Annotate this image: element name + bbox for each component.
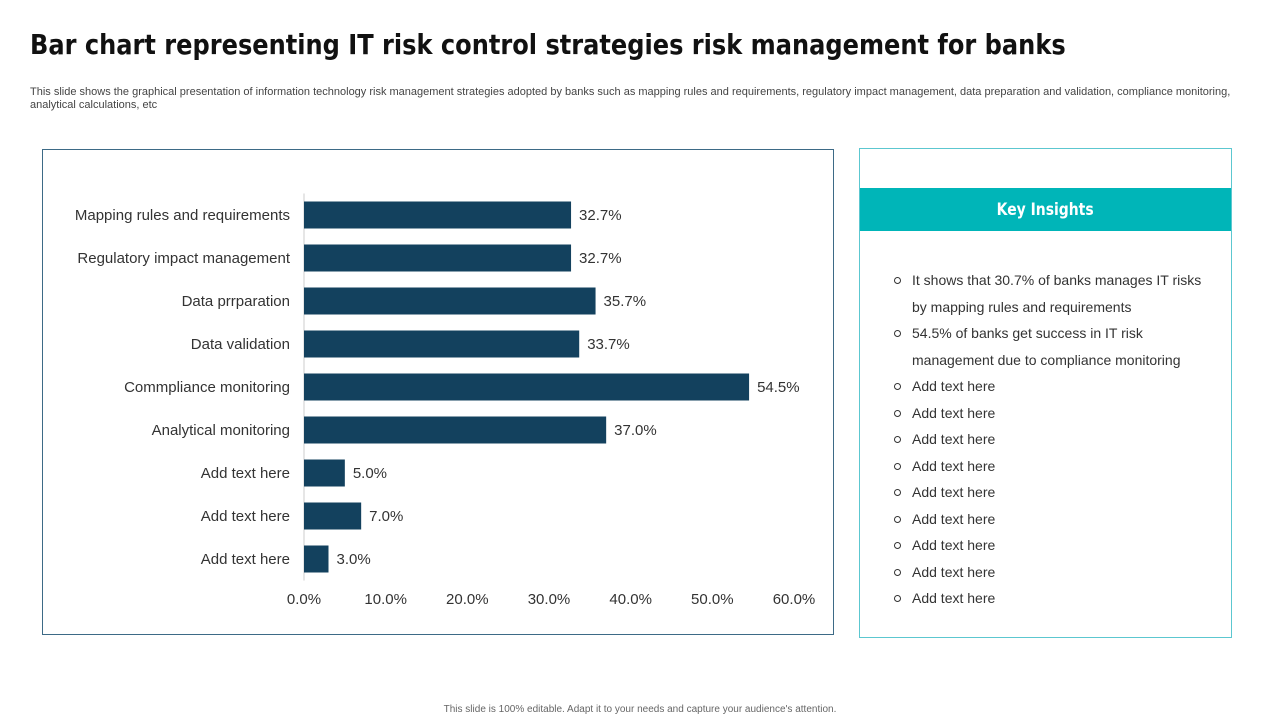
category-label: Add text here (201, 465, 290, 482)
data-label: 54.5% (757, 379, 800, 396)
insight-text: Add text here (912, 590, 996, 606)
slide-title: Bar chart representing IT risk control s… (30, 28, 1066, 61)
circle-bullet-icon (894, 489, 901, 496)
category-label: Data prrparation (182, 293, 290, 310)
circle-bullet-icon (894, 436, 901, 443)
x-tick-label: 30.0% (528, 591, 571, 608)
key-insights-header: Key Insights (860, 188, 1231, 231)
bar-chart: Mapping rules and requirements 32.7% Regul… (75, 193, 816, 608)
circle-bullet-icon (894, 409, 901, 417)
data-label: 5.0% (353, 465, 387, 482)
data-label: 3.0% (337, 551, 371, 568)
category-label: Commpliance monitoring (124, 379, 290, 396)
circle-bullet-icon (894, 568, 901, 576)
circle-bullet-icon (894, 383, 901, 390)
x-tick-label: 60.0% (773, 591, 816, 608)
insight-text: Add text here (912, 537, 996, 553)
circle-bullet-icon (894, 277, 901, 284)
x-tick-label: 20.0% (446, 591, 489, 608)
x-tick-label: 50.0% (691, 591, 734, 608)
circle-bullet-icon (894, 330, 901, 337)
insight-item: It shows that 30.7% of banks manages IT … (894, 267, 1214, 320)
insight-item: Add text here (894, 532, 1214, 559)
bar (304, 416, 607, 444)
insight-item: Add text here (894, 400, 1214, 427)
insight-text: 54.5% of banks get success in IT risk ma… (912, 325, 1181, 368)
insights-list: It shows that 30.7% of banks manages IT … (894, 267, 1214, 612)
x-tick-label: 0.0% (287, 591, 321, 608)
circle-bullet-icon (894, 542, 901, 549)
bar-chart-panel: Mapping rules and requirements 32.7% Regul… (42, 149, 834, 635)
insight-item: Add text here (894, 506, 1214, 533)
insight-item: Add text here (894, 426, 1214, 453)
bar (304, 201, 572, 229)
insight-item: Add text here (894, 559, 1214, 586)
category-label: Data validation (191, 336, 290, 353)
data-label: 33.7% (587, 336, 630, 353)
key-insights-title: Key Insights (996, 199, 1094, 220)
circle-bullet-icon (894, 515, 901, 523)
category-label: Analytical monitoring (152, 422, 290, 439)
circle-bullet-icon (894, 462, 901, 470)
insight-item: Add text here (894, 373, 1214, 400)
bar (304, 545, 329, 573)
bar (304, 330, 580, 358)
insight-item: 54.5% of banks get success in IT risk ma… (894, 320, 1214, 373)
category-label: Regulatory impact management (77, 250, 290, 267)
category-label: Add text here (201, 551, 290, 568)
data-label: 7.0% (369, 508, 403, 525)
insight-text: It shows that 30.7% of banks manages IT … (912, 272, 1202, 315)
insight-item: Add text here (894, 585, 1214, 612)
insight-text: Add text here (912, 484, 996, 500)
insight-text: Add text here (912, 378, 996, 394)
bar (304, 373, 750, 401)
data-label: 32.7% (579, 250, 622, 267)
insight-text: Add text here (912, 510, 996, 527)
x-tick-label: 40.0% (609, 591, 652, 608)
insight-text: Add text here (912, 404, 996, 421)
data-label: 37.0% (614, 422, 657, 439)
insight-item: Add text here (894, 479, 1214, 506)
data-label: 35.7% (604, 293, 647, 310)
bar (304, 244, 572, 272)
circle-bullet-icon (894, 595, 901, 602)
category-label: Mapping rules and requirements (75, 207, 290, 224)
slide-footer: This slide is 100% editable. Adapt it to… (443, 704, 837, 715)
bar (304, 459, 345, 487)
insight-text: Add text here (912, 431, 996, 447)
bar (304, 287, 596, 315)
category-label: Add text here (201, 508, 290, 525)
insight-item: Add text here (894, 453, 1214, 480)
insight-text: Add text here (912, 563, 996, 580)
data-label: 32.7% (579, 207, 622, 224)
key-insights-panel: Key Insights It shows that 30.7% of bank… (859, 148, 1232, 638)
bar (304, 502, 362, 530)
insight-text: Add text here (912, 457, 996, 474)
x-tick-label: 10.0% (364, 591, 407, 608)
slide-subtitle: This slide shows the graphical presentat… (30, 86, 1231, 111)
